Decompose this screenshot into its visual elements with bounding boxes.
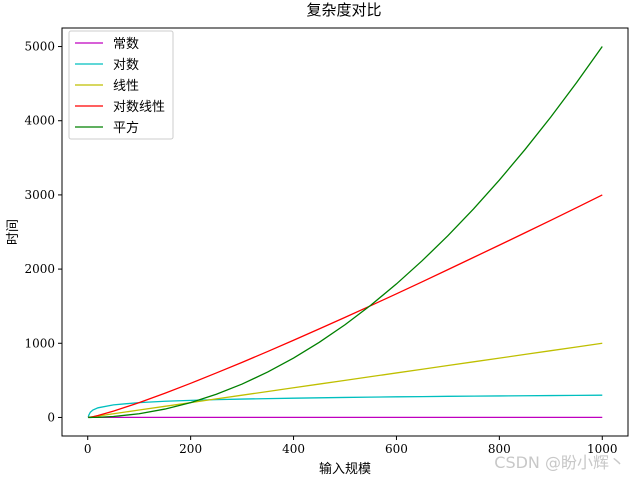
y-axis-label: 时间	[6, 219, 21, 245]
legend-label-2: 线性	[113, 79, 139, 94]
legend-label-0: 常数	[113, 37, 139, 52]
series-line-1	[87, 394, 603, 418]
plot-frame	[61, 27, 629, 437]
y-tick-label: 0	[47, 410, 55, 424]
legend-box	[68, 30, 174, 140]
legend-label-4: 平方	[113, 120, 139, 136]
legend-label-1: 对数	[113, 58, 139, 73]
x-tick-label: 800	[488, 442, 511, 456]
x-axis-label: 输入规模	[319, 461, 371, 477]
x-tick-label: 1000	[587, 442, 618, 456]
y-tick-label: 3000	[24, 188, 55, 202]
y-tick-label: 1000	[24, 336, 55, 350]
x-tick-label: 600	[385, 442, 408, 456]
watermark-text: CSDN @盼小辉丶	[494, 453, 625, 472]
chart-title: 复杂度对比	[306, 1, 381, 19]
y-tick-label: 5000	[24, 40, 55, 54]
x-tick-label: 200	[179, 442, 202, 456]
series-line-4	[88, 46, 603, 419]
y-tick-label: 4000	[24, 114, 55, 128]
series-line-3	[88, 194, 603, 419]
y-axis: 0 1000 2000 3000 4000 5000	[24, 40, 62, 424]
x-axis: 0 200 400 600 800 1000	[84, 436, 618, 456]
series-line-2	[88, 342, 603, 419]
x-tick-label: 0	[84, 442, 92, 456]
plot-area	[87, 46, 603, 419]
legend-label-3: 对数线性	[113, 100, 165, 115]
x-tick-label: 400	[282, 442, 305, 456]
y-tick-label: 2000	[24, 262, 55, 276]
